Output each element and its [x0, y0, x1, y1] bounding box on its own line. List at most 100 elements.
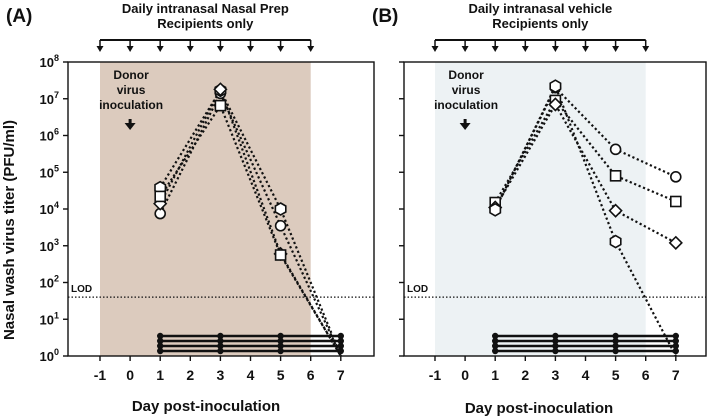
dose-arrow-a-1 — [126, 46, 134, 52]
data-point-b-3-1 — [549, 79, 562, 94]
series-line-a-0 — [159, 90, 342, 357]
x-tick-label-a-5: 4 — [247, 367, 255, 383]
panel-title-a-line-0: Daily intranasal Nasal Prep — [122, 1, 289, 16]
x-tick-label-b-3: 2 — [521, 367, 529, 383]
y-tick-base-0: 10 — [40, 349, 54, 364]
data-point-a-2-1 — [213, 82, 228, 97]
panel-title-a-line-1: Recipients only — [157, 16, 254, 31]
x-tick-label-b-2: 1 — [491, 367, 499, 383]
annotation-a-line-2: inoculation — [99, 98, 163, 112]
data-point-b-2-2 — [608, 203, 623, 218]
series-line-a-3 — [159, 103, 342, 357]
x-tick-label-a-4: 3 — [217, 367, 225, 383]
x-tick-label-b-1: 0 — [461, 367, 469, 383]
dose-arrow-a-0 — [96, 46, 104, 52]
y-tick-label-3: 103 — [40, 237, 59, 254]
baseline-point-b-3-2 — [612, 347, 619, 355]
baseline-point-b-2-1 — [552, 342, 559, 350]
panel-title-b-line-1: Recipients only — [492, 16, 589, 31]
dose-arrow-b-5 — [582, 46, 589, 52]
baseline-point-b-0-1 — [552, 332, 559, 340]
baseline-point-a-1-0 — [157, 337, 164, 345]
y-tick-base-5: 10 — [40, 165, 54, 180]
data-point-b-1-3 — [669, 195, 682, 208]
y-tick-label-0: 100 — [40, 347, 59, 364]
baseline-point-b-3-0 — [492, 347, 499, 355]
data-point-a-0-2 — [274, 219, 287, 232]
dose-arrow-b-4 — [551, 46, 559, 52]
y-tick-base-7: 10 — [40, 92, 54, 107]
baseline-point-b-0-2 — [612, 332, 619, 340]
baseline-point-a-3-3 — [337, 347, 344, 355]
data-point-b-0-3 — [669, 171, 682, 183]
x-tick-label-a-1: 0 — [126, 367, 134, 383]
y-tick-exponent-3: 3 — [54, 237, 59, 247]
x-tick-label-a-0: -1 — [94, 367, 107, 383]
annotation-b-line-2: inoculation — [434, 98, 498, 112]
baseline-point-a-0-3 — [337, 332, 344, 340]
y-tick-label-1: 101 — [40, 310, 59, 327]
baseline-point-a-3-1 — [217, 347, 224, 355]
dose-arrow-b-0 — [431, 46, 439, 52]
baseline-point-a-0-1 — [217, 332, 224, 340]
baseline-point-b-1-2 — [612, 337, 619, 345]
lod-label-a: LOD — [71, 284, 92, 295]
baseline-point-a-3-0 — [157, 347, 164, 355]
y-tick-base-4: 10 — [40, 202, 54, 217]
data-point-a-3-0 — [154, 190, 166, 203]
y-tick-exponent-0: 0 — [54, 347, 59, 357]
panel-label-b: (B) — [372, 6, 398, 27]
baseline-point-b-0-0 — [492, 332, 499, 340]
baseline-point-b-0-3 — [672, 332, 679, 340]
y-tick-exponent-4: 4 — [54, 200, 59, 210]
x-tick-label-b-5: 4 — [582, 367, 590, 383]
y-tick-exponent-1: 1 — [54, 310, 59, 320]
y-tick-base-8: 10 — [40, 55, 54, 70]
y-tick-label-8: 108 — [40, 53, 59, 70]
x-tick-label-a-6: 5 — [277, 367, 285, 383]
baseline-point-a-0-0 — [157, 332, 164, 340]
dose-arrow-a-3 — [186, 46, 194, 52]
baseline-point-b-1-3 — [672, 337, 679, 345]
annotation-a-line-1: virus — [117, 83, 146, 97]
panel-label-a: (A) — [6, 6, 32, 27]
dose-arrow-b-2 — [491, 46, 499, 52]
baseline-point-a-1-1 — [217, 337, 224, 345]
y-tick-label-6: 106 — [40, 127, 59, 144]
annotation-b-line-0: Donor — [448, 68, 484, 82]
baseline-point-a-3-2 — [277, 347, 284, 355]
y-tick-base-6: 10 — [40, 129, 54, 144]
x-tick-label-b-7: 6 — [642, 367, 650, 383]
dose-arrow-a-5 — [247, 46, 254, 52]
annotation-a-line-0: Donor — [113, 68, 149, 82]
x-axis-label-b: Day post-inoculation — [465, 400, 613, 417]
baseline-point-b-2-2 — [612, 342, 619, 350]
series-line-b-2 — [494, 102, 677, 244]
dose-arrow-b-3 — [521, 46, 529, 52]
data-point-b-3-0 — [489, 202, 502, 217]
x-tick-label-b-8: 7 — [672, 367, 680, 383]
dose-arrow-a-4 — [216, 46, 224, 52]
y-tick-exponent-2: 2 — [54, 274, 59, 284]
annotation-arrow-head-b — [459, 123, 471, 130]
baseline-point-b-3-1 — [552, 347, 559, 355]
data-point-b-0-2 — [609, 143, 622, 156]
y-tick-label-4: 104 — [40, 200, 59, 217]
data-point-b-3-2 — [609, 234, 622, 249]
baseline-point-b-2-3 — [672, 342, 679, 350]
data-point-a-3-2 — [274, 249, 287, 261]
series-line-b-1 — [494, 98, 677, 204]
y-tick-label-7: 107 — [40, 90, 59, 107]
y-tick-base-2: 10 — [40, 276, 54, 291]
dose-arrow-a-2 — [156, 46, 164, 52]
x-tick-label-a-3: 2 — [186, 367, 194, 383]
data-point-b-2-3 — [668, 235, 683, 250]
x-tick-label-b-0: -1 — [429, 367, 442, 383]
annotation-arrow-head-a — [124, 123, 136, 130]
dose-arrow-b-1 — [461, 46, 469, 52]
baseline-point-b-3-3 — [672, 347, 679, 355]
dose-arrow-a-6 — [277, 46, 285, 52]
baseline-point-a-0-2 — [277, 332, 284, 340]
baseline-point-a-2-3 — [337, 342, 344, 350]
dose-arrow-b-7 — [642, 46, 650, 52]
